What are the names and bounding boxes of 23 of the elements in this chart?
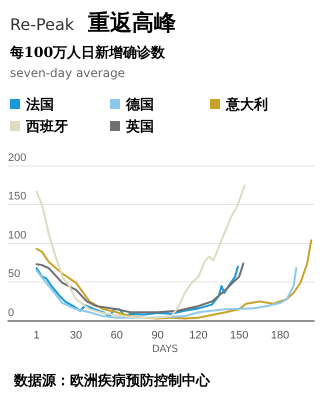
y-tick-label: 150: [8, 190, 26, 203]
x-tick-label: 180: [270, 329, 290, 342]
y-tick-label: 50: [8, 268, 20, 280]
x-tick-label: 90: [151, 329, 164, 342]
legend-label: 英国: [126, 119, 154, 135]
legend-label: 西班牙: [26, 119, 68, 135]
x-tick-label: 150: [230, 329, 248, 342]
legend-label: 德国: [126, 97, 154, 113]
x-tick-label: 30: [70, 329, 82, 342]
chart-subtitle: 每100万人日新增确诊数: [10, 44, 166, 62]
y-tick-label: 100: [8, 229, 26, 242]
x-tick-label: 60: [110, 329, 123, 342]
legend-label: 意大利: [226, 97, 268, 113]
x-axis-title: DAYS: [150, 344, 180, 355]
x-tick-label: 1: [34, 329, 40, 342]
y-tick-label: 0: [8, 306, 14, 319]
text: seven-day average: [10, 66, 126, 80]
chart-title: 重返高峰: [88, 9, 176, 38]
text: Re-Peak: [10, 15, 74, 34]
legend-label: 法国: [26, 97, 54, 113]
x-tick-label: 120: [189, 329, 208, 342]
text: 数据源：欧洲疾病预防控制中心: [14, 372, 210, 390]
y-tick-label: 200: [8, 152, 26, 164]
